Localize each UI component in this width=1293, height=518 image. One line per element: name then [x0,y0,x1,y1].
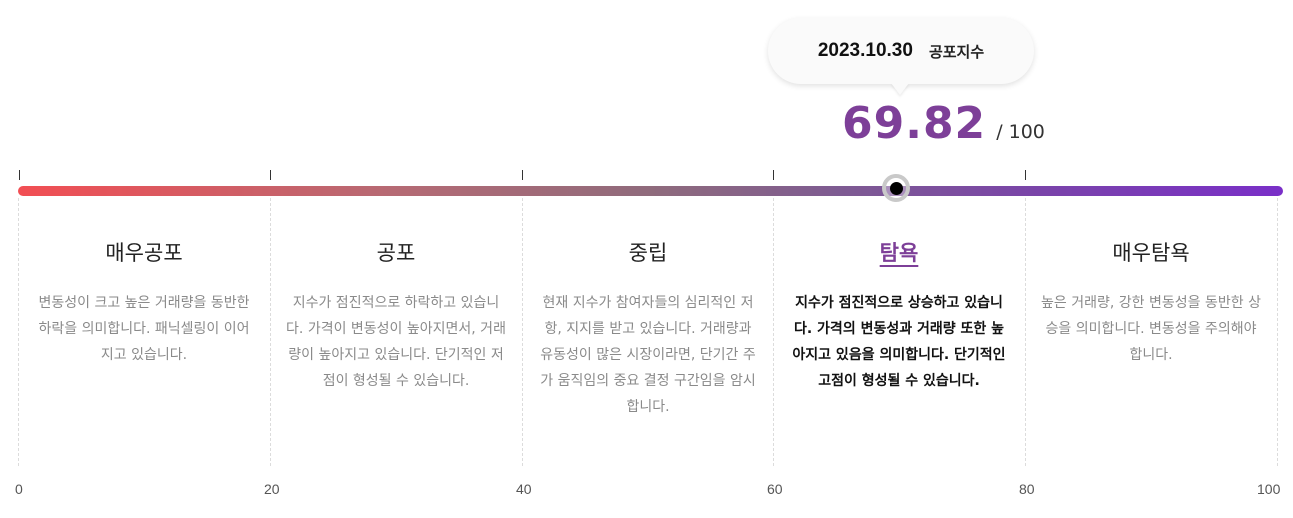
section-description: 높은 거래량, 강한 변동성을 동반한 상승을 의미합니다. 변동성을 주의해야… [1041,295,1261,363]
section-fear: 공포 지수가 점진적으로 하락하고 있습니다. 가격이 변동성이 높아지면서, … [283,238,509,394]
tooltip-date: 2023.10.30 [817,40,913,61]
section-title: 매우공포 [105,241,183,265]
score-display: 69.82 / 100 [842,98,1045,149]
section-divider [773,198,774,466]
section-greed: 탐욕 지수가 점진적으로 상승하고 있습니다. 가격의 변동성과 거래량 또한 … [786,238,1012,394]
axis-label: 20 [264,481,280,497]
section-extreme-greed: 매우탐욕 높은 거래량, 강한 변동성을 동반한 상승을 의미합니다. 변동성을… [1038,238,1264,368]
gauge-tick [773,170,774,180]
gauge-tick [1025,170,1026,180]
section-description: 변동성이 크고 높은 거래량을 동반한 하락을 의미합니다. 패닉셀링이 이어지… [38,295,250,363]
section-divider [1025,198,1026,466]
section-divider [522,198,523,466]
gauge-tick [19,170,20,180]
section-description: 지수가 점진적으로 하락하고 있습니다. 가격이 변동성이 높아지면서, 거래량… [286,295,506,389]
section-neutral: 중립 현재 지수가 참여자들의 심리적인 저항, 지지를 받고 있습니다. 거래… [535,238,761,420]
axis-label: 40 [516,481,532,497]
section-extreme-fear: 매우공포 변동성이 크고 높은 거래량을 동반한 하락을 의미합니다. 패닉셀링… [31,238,257,368]
gauge-indicator [882,174,910,202]
section-description: 현재 지수가 참여자들의 심리적인 저항, 지지를 받고 있습니다. 거래량과 … [540,295,756,415]
section-title-active[interactable]: 탐욕 [879,241,919,265]
section-description-active: 지수가 점진적으로 상승하고 있습니다. 가격의 변동성과 거래량 또한 높아지… [792,295,1006,389]
gauge-bar [18,186,1283,196]
section-divider [18,198,19,466]
score-value: 69.82 [842,98,987,149]
score-max: / 100 [996,121,1045,143]
tooltip-label: 공포지수 [928,42,985,61]
date-tooltip: 2023.10.30 공포지수 [768,18,1034,84]
axis-label: 60 [767,481,783,497]
section-divider [270,198,271,466]
section-title: 중립 [628,241,668,265]
axis-label: 80 [1019,481,1035,497]
section-title: 공포 [376,241,416,265]
section-divider [1277,198,1278,466]
section-title: 매우탐욕 [1112,241,1190,265]
gauge-tick [270,170,271,180]
gauge-tick [522,170,523,180]
indicator-dot-icon [889,181,903,195]
axis-label: 100 [1257,481,1281,497]
axis-label: 0 [15,481,23,497]
